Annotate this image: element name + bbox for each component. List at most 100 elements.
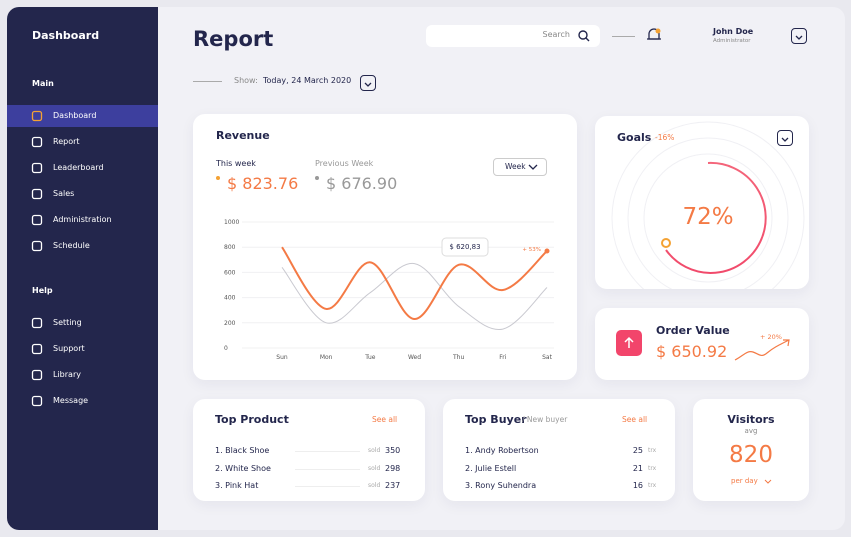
chevron: [364, 82, 372, 87]
nav-icon: [31, 240, 43, 252]
buyer-value: 25: [632, 446, 643, 455]
icon-shape: [31, 188, 43, 200]
product-name: 2. White Shoe: [215, 463, 271, 473]
divider: [612, 36, 635, 37]
sidebar-title[interactable]: Dashboard: [32, 29, 100, 42]
nav-label: Setting: [53, 318, 82, 327]
see-all[interactable]: See all: [372, 415, 398, 424]
visitors-period[interactable]: per day: [731, 477, 758, 485]
row-line: [295, 451, 360, 452]
revenue-chart: 0 200 400 600 800 1000 Sun Mon Tue Wed Thu Fri Sat + …: [224, 219, 554, 361]
icon-shape: [31, 395, 43, 407]
bell-icon[interactable]: [646, 27, 662, 43]
period-dropdown[interactable]: Week: [493, 158, 547, 176]
product-name: 1. Black Shoe: [215, 446, 270, 455]
nav-icon: [31, 343, 43, 355]
nav-label: Message: [53, 396, 89, 405]
buyer-unit: trx: [648, 482, 657, 489]
x-tick-label: Wed: [408, 354, 421, 361]
nav-item[interactable]: Report: [7, 131, 158, 153]
nav-icon: [31, 369, 43, 381]
goals-title: Goals: [617, 131, 652, 144]
icon-shape: [31, 317, 43, 329]
nav-item[interactable]: Sales: [7, 183, 158, 205]
dot: [315, 176, 319, 180]
line-series: [281, 246, 548, 321]
change-label: + 53%: [522, 247, 541, 253]
order-value: $ 650.92: [656, 342, 728, 361]
nav-item[interactable]: Administration: [7, 209, 158, 231]
goals-dropdown[interactable]: [777, 130, 793, 146]
search-box[interactable]: Search: [426, 25, 600, 47]
trend-line: [734, 339, 790, 361]
product-unit: sold: [368, 464, 381, 472]
x-tick-label: Thu: [452, 354, 464, 361]
buyer-name: 1. Andy Robertson: [465, 446, 539, 455]
visitors-subtitle: avg: [744, 427, 758, 435]
line-series: [281, 263, 548, 330]
section-heading: Main: [32, 79, 54, 88]
dot: [216, 176, 220, 180]
visitors-title: Visitors: [727, 413, 775, 426]
buyer-unit: trx: [648, 464, 657, 472]
sidebar: Dashboard Main Dashboard Report Leaderboard…: [7, 7, 158, 530]
icon-shape: [31, 240, 43, 252]
gauge-knob: [661, 238, 671, 248]
page-title: Report: [193, 27, 274, 51]
nav-label: Support: [53, 344, 85, 353]
y-tick-label: 800: [224, 244, 236, 251]
this-week-label: This week: [216, 159, 256, 168]
nav-label: Administration: [53, 215, 112, 224]
product-value: 237: [385, 481, 401, 490]
icon-shape: [31, 214, 43, 226]
nav-item[interactable]: Schedule: [7, 235, 158, 257]
top-product-title: Top Product: [215, 413, 289, 426]
icon-shape: [31, 369, 43, 381]
show-value: Today, 24 March 2020: [263, 76, 352, 85]
row-line: [295, 468, 360, 470]
up-icon: [616, 330, 642, 356]
nav-item[interactable]: Library: [7, 364, 158, 386]
product-value: 350: [385, 446, 401, 455]
y-tick-label: 1000: [224, 219, 239, 226]
nav-item[interactable]: Message: [7, 390, 158, 412]
previous-week-value: $ 676.90: [326, 174, 398, 193]
row-line: [295, 486, 360, 487]
top-buyer-subtitle: / New buyer: [522, 415, 568, 424]
tooltip-box: [441, 237, 489, 257]
date-dropdown[interactable]: [360, 75, 376, 91]
nav-item[interactable]: Setting: [7, 312, 158, 334]
icon-shape: [31, 343, 43, 355]
nav-icon: [31, 162, 43, 174]
section-heading: Help: [32, 286, 53, 295]
ring: [643, 153, 773, 283]
previous-week-label: Previous Week: [315, 159, 374, 168]
nav-label: Report: [53, 137, 80, 146]
order-card: Order Value $ 650.92 + 20%: [595, 308, 809, 380]
product-value: 298: [385, 463, 401, 473]
revenue-title: Revenue: [216, 129, 270, 142]
buyer-name: 3. Rony Suhendra: [465, 481, 537, 490]
nav-label: Library: [53, 370, 81, 379]
icon-shape: [31, 136, 43, 148]
this-week-value: $ 823.76: [227, 174, 299, 193]
ring: [611, 121, 805, 289]
see-all[interactable]: See all: [622, 415, 648, 424]
product-name: 3. Pink Hat: [215, 481, 259, 490]
nav-item[interactable]: Leaderboard: [7, 157, 158, 179]
chevron: [795, 35, 803, 40]
nav-item[interactable]: Dashboard: [7, 105, 158, 127]
gauge-arc: [665, 161, 767, 274]
y-tick-label: 200: [224, 320, 236, 327]
top-buyer-card: Top Buyer / New buyer See all 1. Andy Ro…: [443, 399, 675, 501]
top-buyer-title: Top Buyer: [465, 413, 527, 426]
icon-shape: [31, 162, 43, 174]
user-dropdown[interactable]: [791, 28, 807, 44]
show-label: Show:: [234, 76, 258, 85]
search-icon: [578, 30, 590, 42]
top-product-card: Top Product See all 1. Black Shoe sold 350…: [193, 399, 425, 501]
point-marker: [544, 248, 550, 254]
visitors-card: Visitors avg 820 per day: [693, 399, 809, 501]
nav-item[interactable]: Support: [7, 338, 158, 360]
nav-label: Schedule: [53, 241, 90, 250]
